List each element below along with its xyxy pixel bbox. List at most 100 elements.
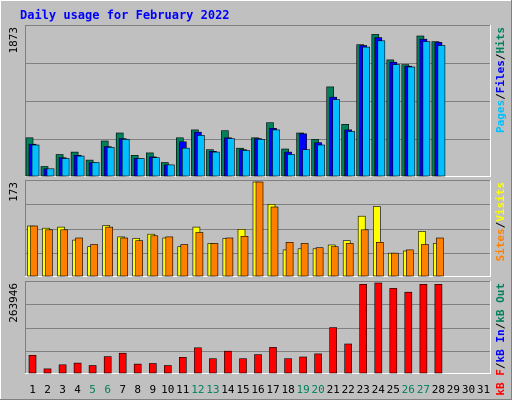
bar-sites-day-26 bbox=[405, 249, 414, 277]
x-label-day-6: 6 bbox=[104, 383, 111, 396]
panel-visits-sites: 173 Sites/Visits bbox=[7, 180, 507, 277]
bar-sites-day-22 bbox=[345, 243, 354, 277]
x-label-day-30: 30 bbox=[462, 383, 475, 396]
x-label-day-10: 10 bbox=[161, 383, 174, 396]
legend-entry: Pages bbox=[494, 100, 507, 133]
legend-entry: / bbox=[494, 53, 507, 60]
x-label-day-11: 11 bbox=[176, 383, 189, 396]
bar-kb-f-day-16 bbox=[254, 354, 262, 374]
x-label-day-26: 26 bbox=[402, 383, 415, 396]
bar-pages-day-27 bbox=[422, 41, 431, 177]
bar-sites-day-3 bbox=[60, 229, 68, 277]
bar-kb-f-day-24 bbox=[374, 282, 383, 374]
bar-sites-day-2 bbox=[45, 229, 53, 277]
legend-entry: / bbox=[494, 221, 507, 228]
bar-kb-f-day-17 bbox=[269, 347, 277, 374]
legend-entry: kB In bbox=[494, 329, 507, 362]
legend-entry: / bbox=[494, 93, 507, 100]
x-label-day-22: 22 bbox=[342, 383, 355, 396]
bar-kb-f-day-6 bbox=[103, 356, 112, 374]
bar-kb-f-day-22 bbox=[344, 343, 353, 374]
bar-kb-f-day-8 bbox=[133, 363, 142, 374]
bar-pages-day-8 bbox=[136, 158, 145, 177]
x-label-day-3: 3 bbox=[59, 383, 66, 396]
bar-kb-f-day-7 bbox=[118, 352, 127, 374]
bar-sites-day-5 bbox=[90, 244, 98, 277]
bar-pages-day-23 bbox=[362, 46, 371, 177]
bar-pages-day-26 bbox=[407, 66, 416, 177]
x-label-day-8: 8 bbox=[134, 383, 141, 396]
bar-kb-f-day-26 bbox=[404, 291, 413, 374]
bar-sites-day-17 bbox=[270, 206, 279, 277]
x-label-day-18: 18 bbox=[281, 383, 294, 396]
bar-sites-day-19 bbox=[300, 243, 309, 277]
bar-pages-day-7 bbox=[121, 139, 130, 177]
bar-sites-day-20 bbox=[315, 247, 324, 277]
bar-kb-f-day-12 bbox=[194, 347, 202, 374]
bar-sites-day-10 bbox=[165, 236, 174, 277]
max-label: 1873 bbox=[7, 27, 20, 54]
bar-kb-f-day-11 bbox=[179, 356, 187, 374]
x-label-day-17: 17 bbox=[266, 383, 279, 396]
legend-entry: kB Out bbox=[494, 283, 507, 323]
bar-sites-day-24 bbox=[375, 242, 384, 277]
x-label-day-16: 16 bbox=[251, 383, 264, 396]
bar-pages-day-19 bbox=[302, 149, 310, 177]
x-label-day-7: 7 bbox=[119, 383, 126, 396]
bar-pages-day-11 bbox=[182, 147, 190, 177]
bar-pages-day-20 bbox=[317, 144, 325, 177]
bar-sites-day-25 bbox=[390, 252, 399, 277]
x-label-day-27: 27 bbox=[417, 383, 430, 396]
bar-kb-f-day-9 bbox=[149, 363, 157, 374]
legend: kB F/kB In/kB Out bbox=[494, 283, 507, 396]
bar-kb-f-day-23 bbox=[359, 283, 368, 374]
bar-pages-day-6 bbox=[106, 147, 115, 177]
x-label-day-23: 23 bbox=[357, 383, 370, 396]
legend: Pages/Files/Hits bbox=[494, 27, 507, 133]
bar-kb-f-day-3 bbox=[58, 364, 67, 374]
bar-pages-day-4 bbox=[76, 155, 85, 177]
bar-pages-day-1 bbox=[31, 144, 40, 177]
bar-sites-day-13 bbox=[210, 243, 219, 277]
bar-kb-f-day-18 bbox=[284, 358, 292, 374]
legend: Sites/Visits bbox=[494, 182, 507, 262]
bar-kb-f-day-13 bbox=[209, 358, 217, 374]
panel-hits-files-pages: 1873 Pages/Files/Hits bbox=[7, 25, 507, 177]
bar-sites-day-15 bbox=[240, 236, 249, 277]
legend-entry: Visits bbox=[494, 182, 507, 222]
legend-entry: / bbox=[494, 322, 507, 329]
bar-kb-f-day-4 bbox=[73, 362, 82, 374]
bar-pages-day-22 bbox=[347, 131, 356, 177]
x-label-day-12: 12 bbox=[191, 383, 204, 396]
x-label-day-31: 31 bbox=[477, 383, 490, 396]
x-label-day-25: 25 bbox=[387, 383, 400, 396]
x-label-day-19: 19 bbox=[296, 383, 309, 396]
bar-kb-f-day-27 bbox=[419, 283, 428, 374]
bar-sites-day-12 bbox=[195, 232, 204, 277]
x-label-day-2: 2 bbox=[44, 383, 51, 396]
bar-kb-f-day-20 bbox=[314, 353, 322, 374]
x-label-day-1: 1 bbox=[29, 383, 36, 396]
bar-pages-day-21 bbox=[332, 99, 341, 177]
bar-pages-day-3 bbox=[61, 158, 70, 177]
bar-pages-day-18 bbox=[287, 154, 295, 177]
x-label-day-29: 29 bbox=[447, 383, 460, 396]
max-label: 173 bbox=[7, 182, 20, 202]
bar-pages-day-17 bbox=[272, 129, 280, 177]
x-label-day-24: 24 bbox=[372, 383, 386, 396]
x-label-day-9: 9 bbox=[149, 383, 156, 396]
bar-sites-day-8 bbox=[135, 240, 143, 277]
bar-kb-f-day-15 bbox=[239, 358, 247, 374]
bar-pages-day-14 bbox=[227, 138, 235, 177]
bar-sites-day-16 bbox=[255, 181, 264, 277]
bar-pages-day-15 bbox=[242, 150, 250, 177]
bar-sites-day-14 bbox=[225, 237, 234, 277]
chart-panels: 1873Pages/Files/Hits173Sites/Visits26394… bbox=[7, 25, 507, 396]
x-label-day-20: 20 bbox=[311, 383, 324, 396]
x-axis-day-labels: 1 2 3 4 5 6 7 8 9 10 11 12 13 14 15 16 17 18 19 20 21 22 23 24 2… bbox=[29, 383, 490, 396]
bar-sites-day-4 bbox=[75, 237, 83, 277]
bar-pages-day-28 bbox=[437, 45, 446, 177]
bar-kb-f-day-14 bbox=[224, 350, 232, 374]
